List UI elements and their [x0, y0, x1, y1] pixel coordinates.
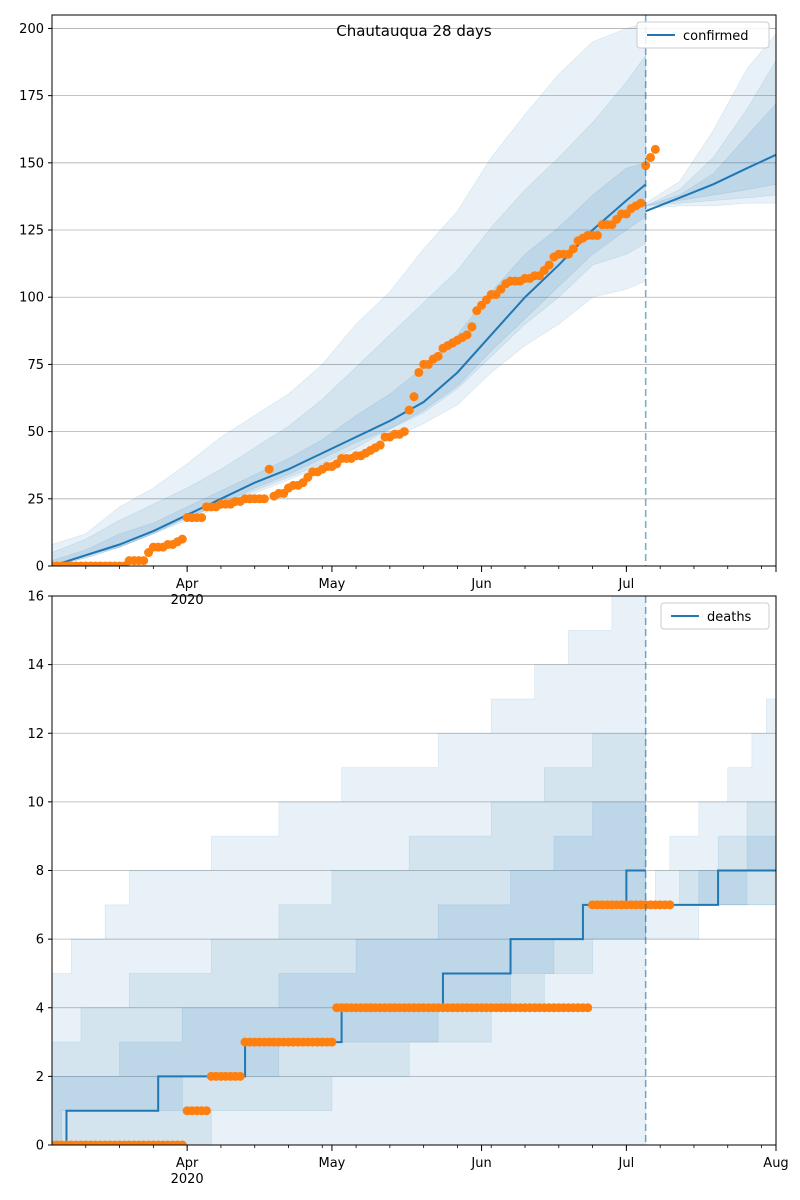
observed-point: [592, 230, 602, 240]
x-tick-label: Jul: [618, 1156, 635, 1171]
chart-title: Chautauqua 28 days: [336, 22, 492, 40]
observed-point: [375, 440, 385, 450]
x-tick-label: Aug: [763, 1156, 788, 1171]
observed-point: [650, 144, 660, 154]
observed-point: [399, 427, 409, 437]
x-tick-sublabel: 2020: [171, 593, 204, 608]
y-tick-label: 4: [36, 1001, 44, 1016]
y-tick-label: 10: [27, 795, 44, 810]
legend-label: confirmed: [683, 29, 749, 44]
observed-point: [665, 900, 675, 910]
y-tick-label: 100: [19, 291, 44, 306]
observed-point: [177, 1140, 187, 1145]
observed-point: [404, 405, 414, 415]
observed-point: [259, 494, 269, 504]
forecast-band: [645, 835, 776, 906]
observed-point: [583, 1003, 593, 1013]
x-tick-label: Apr: [176, 577, 199, 592]
forecast-line: [645, 869, 776, 906]
y-tick-label: 175: [19, 89, 44, 104]
observed-point: [197, 513, 207, 523]
y-tick-label: 150: [19, 156, 44, 171]
plot-area: [52, 596, 776, 1145]
y-tick-label: 200: [19, 22, 44, 37]
plot-area: [52, 22, 776, 566]
y-tick-label: 14: [27, 658, 44, 673]
y-tick-label: 12: [27, 727, 44, 742]
y-tick-label: 2: [36, 1070, 44, 1085]
y-tick-label: 25: [27, 492, 44, 507]
legend-box: [636, 21, 770, 49]
x-tick-label: Jun: [470, 577, 491, 592]
observed-point: [201, 1106, 211, 1116]
x-tick-sublabel: 2020: [171, 1172, 204, 1187]
observed-point: [433, 351, 443, 361]
plot-frame: [51, 14, 777, 567]
fit-line: [52, 183, 647, 566]
legend-box: [660, 602, 770, 630]
observed-point: [467, 322, 477, 332]
x-tick-label: Jun: [470, 1156, 491, 1171]
x-tick-label: Jul: [618, 577, 635, 592]
y-tick-label: 8: [36, 864, 44, 879]
x-tick-label: May: [319, 577, 346, 592]
observed-point: [646, 152, 656, 162]
y-tick-label: 16: [27, 590, 44, 605]
y-tick-label: 6: [36, 933, 44, 948]
y-tick-label: 0: [36, 560, 44, 575]
y-tick-label: 0: [36, 1139, 44, 1154]
forecast-band: [645, 698, 776, 940]
observed-point: [139, 556, 149, 566]
y-tick-label: 75: [27, 358, 44, 373]
observed-point: [327, 1037, 337, 1047]
x-tick-label: May: [319, 1156, 346, 1171]
x-tick-label: Apr: [176, 1156, 199, 1171]
observed-point: [544, 260, 554, 270]
observed-point: [235, 1071, 245, 1081]
observed-point: [568, 244, 578, 254]
observed-point: [177, 534, 187, 544]
observed-point: [636, 198, 646, 208]
forecast-band: [645, 33, 776, 209]
y-tick-label: 125: [19, 224, 44, 239]
observed-point: [641, 161, 651, 171]
observed-point: [414, 367, 424, 377]
forecast-band: [645, 103, 776, 207]
y-tick-label: 50: [27, 425, 44, 440]
observed-point: [264, 464, 274, 474]
observed-point: [462, 330, 472, 340]
forecast-line: [645, 153, 776, 213]
legend-label: deaths: [707, 610, 752, 625]
observed-point: [409, 392, 419, 402]
